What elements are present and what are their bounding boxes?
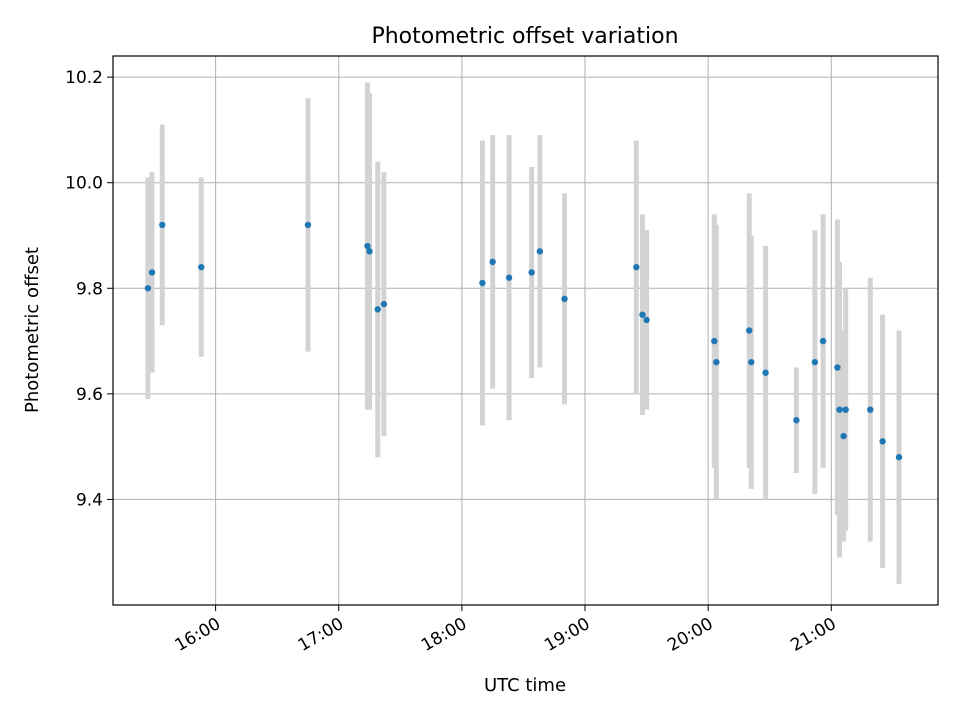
data-point [380,300,388,308]
y-tick-label: 10.0 [65,174,103,194]
data-point [836,406,843,413]
chart-title: Photometric offset variation [371,24,678,49]
data-point [304,221,312,229]
y-tick-label: 9.8 [76,279,103,299]
data-point [198,263,205,271]
data-point [867,406,874,413]
data-point [364,242,371,250]
data-point [895,453,903,461]
data-point [762,369,769,376]
data-point [489,258,496,266]
data-point [144,285,152,292]
data-point [479,279,486,287]
data-point [711,337,718,345]
data-point [643,316,650,324]
data-point [366,248,373,255]
y-tick-label: 9.6 [76,385,103,405]
y-tick-label: 10.2 [65,68,103,88]
data-point [148,269,156,276]
data-point [819,337,827,345]
data-point [159,221,166,229]
data-point [793,417,800,424]
data-point [879,438,886,445]
data-point [639,311,646,318]
data-point [713,358,720,366]
y-tick-label: 9.4 [76,490,103,510]
data-point [840,432,847,440]
x-axis-label: UTC time [484,675,566,696]
data-point [811,358,819,366]
data-point [748,358,755,366]
data-point [505,274,513,281]
data-point [745,327,753,334]
data-point [842,406,849,413]
data-point [633,263,640,271]
data-points [144,221,903,461]
data-point [536,248,544,255]
data-point [374,306,381,313]
y-axis-label: Photometric offset [22,247,43,413]
data-point [561,295,568,303]
y-axis-ticks: 9.4 9.6 9.8 10.0 10.2 [65,68,113,510]
data-point [528,269,535,276]
data-point [834,364,841,371]
grid-lines [113,56,938,605]
plot-frame [112,55,939,606]
